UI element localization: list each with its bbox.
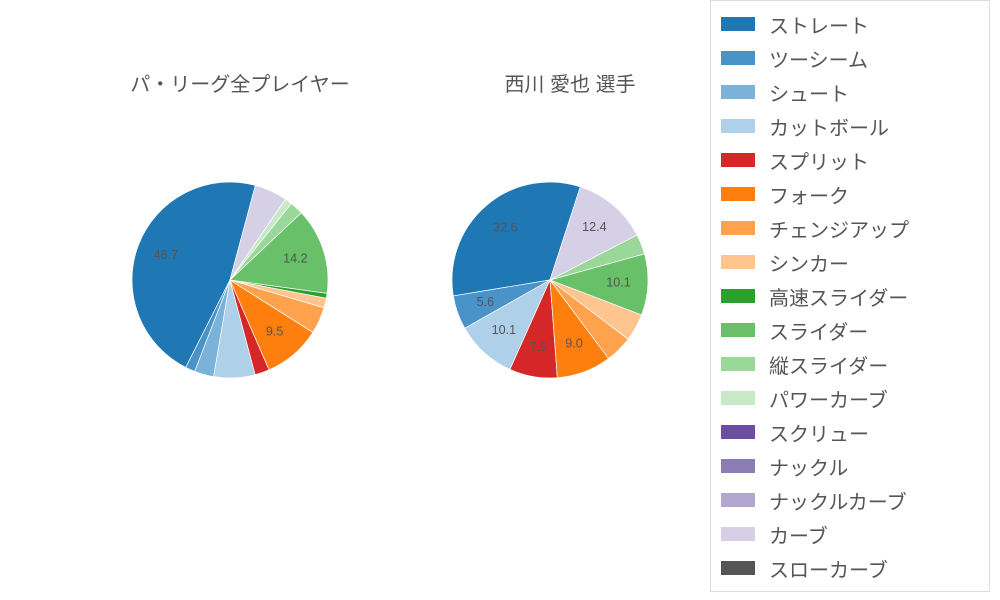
- legend-swatch: [721, 527, 755, 541]
- legend-item: ストレート: [721, 7, 979, 41]
- legend-swatch: [721, 493, 755, 507]
- legend-item: スライダー: [721, 313, 979, 347]
- legend-item: 縦スライダー: [721, 347, 979, 381]
- legend-label: スライダー: [769, 316, 868, 345]
- legend-swatch: [721, 255, 755, 269]
- legend-item: ナックルカーブ: [721, 483, 979, 517]
- legend-swatch: [721, 153, 755, 167]
- legend-label: ツーシーム: [769, 44, 868, 73]
- slice-label: 9.0: [565, 337, 583, 351]
- legend-item: 高速スライダー: [721, 279, 979, 313]
- legend-swatch: [721, 51, 755, 65]
- legend-swatch: [721, 357, 755, 371]
- legend-item: スプリット: [721, 143, 979, 177]
- slice-label: 10.1: [492, 323, 517, 337]
- legend-label: ストレート: [769, 10, 869, 39]
- legend-label: シンカー: [769, 248, 849, 277]
- legend-swatch: [721, 17, 755, 31]
- legend-item: カーブ: [721, 517, 979, 551]
- legend-label: カーブ: [769, 520, 828, 549]
- legend-item: チェンジアップ: [721, 211, 979, 245]
- slice-label: 7.9: [529, 340, 547, 354]
- legend-label: チェンジアップ: [769, 214, 909, 243]
- legend-item: スクリュー: [721, 415, 979, 449]
- legend-item: スローカーブ: [721, 551, 979, 585]
- legend-label: 高速スライダー: [769, 282, 908, 311]
- slice-label: 32.6: [493, 220, 518, 234]
- slice-label: 5.6: [477, 295, 495, 309]
- slice-label: 12.4: [582, 220, 607, 234]
- slice-label: 9.5: [266, 324, 284, 338]
- legend-swatch: [721, 85, 755, 99]
- legend-label: ナックル: [769, 452, 848, 481]
- legend-label: スプリット: [769, 146, 869, 175]
- legend-item: ナックル: [721, 449, 979, 483]
- legend-swatch: [721, 425, 755, 439]
- legend-swatch: [721, 323, 755, 337]
- legend-item: カットボール: [721, 109, 979, 143]
- legend-swatch: [721, 187, 755, 201]
- legend: ストレートツーシームシュートカットボールスプリットフォークチェンジアップシンカー…: [710, 0, 990, 592]
- legend-item: フォーク: [721, 177, 979, 211]
- legend-swatch: [721, 221, 755, 235]
- legend-label: スクリュー: [769, 418, 869, 447]
- slice-label: 14.2: [283, 251, 308, 265]
- pie-svg: 32.6 5.6 10.1 7.9 9.0 10.1 12.4: [410, 140, 690, 420]
- legend-label: スローカーブ: [769, 554, 888, 583]
- pie-svg: 46.7 9.5 14.2: [90, 140, 370, 420]
- chart-container: パ・リーグ全プレイヤー 西川 愛也 選手 46.7 9.5 14.2 32.6 5.6…: [0, 0, 1000, 600]
- pie-chart-league: 46.7 9.5 14.2: [90, 140, 370, 420]
- legend-label: カットボール: [769, 112, 889, 141]
- legend-label: 縦スライダー: [769, 350, 888, 379]
- legend-swatch: [721, 391, 755, 405]
- legend-swatch: [721, 289, 755, 303]
- legend-swatch: [721, 119, 755, 133]
- chart-title-player: 西川 愛也 選手: [420, 68, 720, 97]
- chart-title-league: パ・リーグ全プレイヤー: [90, 68, 390, 97]
- legend-item: パワーカーブ: [721, 381, 979, 415]
- legend-swatch: [721, 561, 755, 575]
- legend-item: ツーシーム: [721, 41, 979, 75]
- slice-label: 46.7: [154, 248, 179, 262]
- legend-label: パワーカーブ: [769, 384, 888, 413]
- legend-item: シュート: [721, 75, 979, 109]
- legend-swatch: [721, 459, 755, 473]
- pie-chart-player: 32.6 5.6 10.1 7.9 9.0 10.1 12.4: [410, 140, 690, 420]
- legend-label: シュート: [769, 78, 849, 107]
- legend-label: フォーク: [769, 180, 849, 209]
- legend-label: ナックルカーブ: [769, 486, 907, 515]
- slice-label: 10.1: [606, 276, 631, 290]
- legend-item: シンカー: [721, 245, 979, 279]
